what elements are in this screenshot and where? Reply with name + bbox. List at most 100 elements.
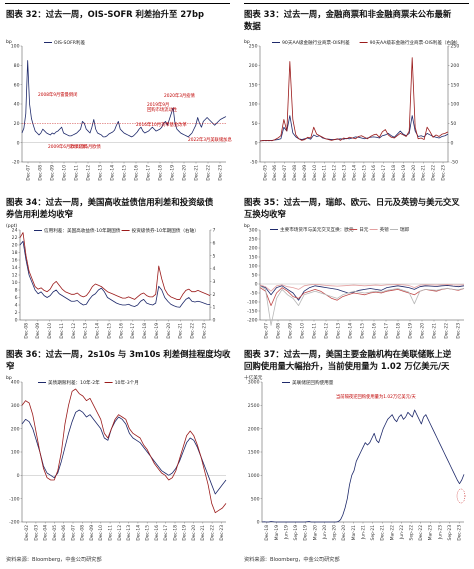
y-tick-label: 40 (14, 102, 20, 108)
x-tick-label: Dec-06 (272, 165, 278, 181)
y-right-tick-label: -50 (451, 160, 459, 166)
y-tick-label: 150 (249, 255, 258, 261)
y-right-tick-label: 150 (451, 82, 460, 88)
series-line-0 (19, 240, 211, 308)
x-tick-label: Sep-20 (332, 525, 338, 541)
annotation: 2020年3月疫情 (164, 92, 196, 99)
chart-35: bp -200 -150 -100 -50 0 50 100 150 200 250 300 Dec-0… (244, 223, 465, 339)
y-axis-unit: (ppt) (6, 223, 17, 229)
y-tick-label: 100 (11, 450, 20, 456)
annotation: 2011年5月欧债 (70, 143, 102, 150)
x-tick-label: Dec-15 (121, 165, 127, 181)
x-tick-label: Dec-08 (292, 165, 298, 181)
y-right-tick-label: 0 (451, 140, 454, 146)
y-axis-unit: 十亿美元 (244, 374, 263, 381)
annotation: 2022年3月美联储加息 (188, 136, 232, 143)
y-tick-label: 6 (15, 295, 18, 301)
x-tick-label: Dec-23 (440, 165, 446, 181)
chart-34: (ppt)02468101214161820222401234567Dec-08… (6, 223, 216, 339)
x-tick-label: Dec-07 (70, 525, 76, 541)
y-tick-label: 2000 (248, 426, 260, 432)
y-tick-label: 200 (11, 426, 20, 432)
x-tick-label: Dec-12 (332, 165, 338, 181)
series-line-2 (259, 283, 465, 292)
chart-title-34: 图表 34：过去一周，美国高收益债信用利差和投资级债 券信用利差均收窄 (6, 197, 214, 219)
legend-label: 英镑 (380, 226, 390, 233)
x-tick-label: Dec-18 (391, 165, 397, 181)
series-line-1 (259, 57, 449, 142)
x-tick-label: Dec-19 (169, 165, 175, 181)
x-tick-label: Dec-21 (431, 323, 437, 339)
annotation: 2009年6月欧债危机 (48, 143, 88, 150)
x-tick-label: Dec-18 (172, 525, 178, 541)
x-tick-label: Dec-19 (401, 165, 407, 181)
x-tick-label: Dec-07 (282, 165, 288, 181)
y-tick-label: 24 (12, 228, 18, 234)
x-tick-label: Jun-22 (399, 525, 405, 540)
x-tick-label: Dec-22 (209, 525, 215, 541)
y-tick-label: -200 (9, 520, 20, 526)
x-tick-label: Dec-19 (154, 323, 160, 339)
y-tick-label: 50 (252, 273, 258, 279)
x-tick-label: Dec-10 (312, 165, 318, 181)
y-tick-label: 150 (249, 82, 258, 88)
chart-title-35: 图表 35：过去一周，瑞郎、欧元、日元及英镑与美元交叉 互换均收窄 (244, 197, 460, 219)
x-tick-label: Dec-14 (351, 165, 357, 181)
y-tick-label: 300 (249, 228, 258, 234)
y-tick-label: 16 (12, 258, 18, 264)
chart-37: 十亿美元 0 500 1000 1500 2000 2500 3000 Dec-18 Mar-19… (244, 374, 466, 541)
x-tick-label: Dec-18 (142, 323, 148, 339)
y-tick-label: 0 (17, 140, 20, 146)
x-tick-label: Sep-23 (447, 525, 453, 541)
x-tick-label: Dec-17 (145, 165, 151, 181)
x-tick-label: Dec-03 (33, 525, 39, 541)
x-tick-label: Dec-06 (61, 525, 67, 541)
y-tick-label: 14 (12, 265, 18, 271)
x-tick-label: Dec-17 (130, 323, 136, 339)
x-tick-label: Dec-13 (335, 323, 341, 339)
x-tick-label: Dec-19 (407, 323, 413, 339)
y-axis-unit: bp (6, 39, 12, 45)
legend-label: 瑞郎 (400, 226, 410, 233)
y-tick-label: 200 (249, 63, 258, 69)
legend-label: 90天AA级非金融行业商票-OIS利差（右轴） (370, 39, 461, 46)
series-line-0 (261, 409, 465, 523)
annotation: 2008年9月雷曼倒闭 (38, 91, 77, 98)
chart-33: bp -50 0 50 100 150 200 250 -50 0 50 100 150 200 250 De… (244, 39, 461, 181)
y-tick-label: 1000 (248, 473, 260, 479)
x-tick-label: Dec-23 (457, 525, 463, 541)
header-rule-left (5, 3, 230, 4)
y-tick-label: -150 (247, 309, 258, 315)
highlight-circle (456, 488, 466, 504)
x-tick-label: Dec-09 (287, 323, 293, 339)
y-tick-label: 60 (14, 82, 20, 88)
x-tick-label: Mar-19 (274, 525, 280, 540)
x-tick-label: Dec-14 (135, 525, 141, 541)
series-line-0 (259, 285, 465, 301)
x-tick-label: Dec-11 (59, 323, 65, 339)
annotation: 当前隔夜逆回购使用量为1.02万亿美元/天 (336, 393, 416, 400)
y-tick-label: 4 (15, 303, 18, 309)
x-tick-label: Mar-20 (312, 525, 318, 540)
x-tick-label: Dec-22 (431, 165, 437, 181)
x-tick-label: Dec-08 (37, 165, 43, 181)
y-tick-label: 0 (255, 140, 258, 146)
y-right-tick-label: 4 (213, 266, 216, 272)
legend-label: OIS-SOFR利差 (54, 39, 86, 46)
y-tick-label: 100 (249, 264, 258, 270)
y-tick-label: 0 (255, 282, 258, 288)
legend-label: 10年-3个月 (115, 379, 139, 386)
y-tick-label: 200 (249, 246, 258, 252)
x-tick-label: Dec-18 (395, 323, 401, 339)
y-tick-label: -200 (247, 318, 258, 324)
y-tick-label: 3000 (248, 380, 260, 386)
x-tick-label: Dec-02 (24, 525, 30, 541)
y-tick-label: 0 (17, 473, 20, 479)
x-tick-label: Dec-22 (443, 323, 449, 339)
x-tick-label: Dec-09 (302, 165, 308, 181)
y-tick-label: 0 (257, 520, 260, 526)
y-axis-unit: bp (244, 39, 250, 45)
y-tick-label: 8 (15, 288, 18, 294)
x-tick-label: Dec-07 (263, 323, 269, 339)
y-tick-label: 12 (12, 273, 18, 279)
